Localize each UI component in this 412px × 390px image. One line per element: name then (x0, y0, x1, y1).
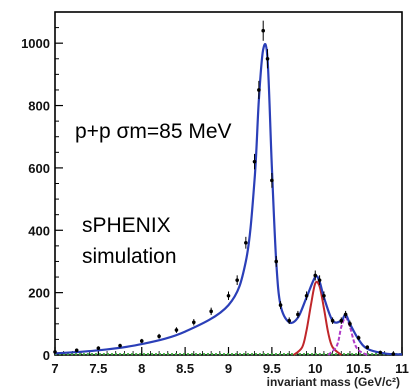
x-tick-label: 8.5 (176, 361, 194, 376)
data-point (265, 56, 270, 61)
data-point (296, 312, 300, 317)
x-axis-label: invariant mass (GeV/c²) (267, 375, 400, 389)
data-point (378, 350, 383, 355)
x-tick-label: 7 (51, 361, 58, 376)
data-point (339, 318, 344, 323)
data-point (391, 352, 396, 356)
data-point (330, 318, 335, 323)
data-point (235, 278, 239, 282)
data-point (322, 293, 326, 298)
x-tick-label: 8 (138, 361, 145, 376)
data-point (343, 312, 348, 317)
series-layer (53, 20, 403, 356)
x-axis: 7 7.5 8 8.5 9 9.5 10 10.5 11 (51, 347, 409, 376)
annotation-experiment: sPHENIX (82, 214, 171, 237)
total-fit-line (54, 43, 403, 356)
data-point (274, 259, 279, 264)
upsilon-2s-fit-line (292, 280, 342, 356)
x-tick-label: 10.5 (346, 361, 371, 376)
y-tick-label: 200 (28, 286, 50, 301)
y-tick-label: 800 (28, 99, 50, 114)
data-point (348, 322, 352, 326)
x-tick-label: 7.5 (89, 361, 107, 376)
y-tick-label: 0 (43, 348, 50, 363)
x-tick-label: 9.5 (263, 361, 281, 376)
data-point (278, 303, 283, 307)
annotation-simulation: simulation (82, 245, 177, 268)
y-axis: 0 200 400 600 800 1000 (21, 27, 63, 363)
data-point (226, 293, 231, 298)
data-point (252, 159, 257, 164)
data-point (192, 320, 196, 325)
annotation-energy-resolution: p+p σm=85 MeV (75, 120, 232, 143)
data-point (356, 336, 361, 340)
data-point (270, 178, 274, 183)
x-tick-label: 10 (308, 361, 322, 376)
data-point (96, 346, 101, 350)
data-point (157, 334, 161, 339)
data-point (304, 293, 309, 298)
data-point (174, 328, 179, 332)
y-tick-label: 1000 (21, 36, 50, 51)
y-tick-label: 400 (28, 223, 50, 238)
data-point (53, 350, 57, 354)
x-tick-label: 9 (225, 361, 232, 376)
data-point (209, 309, 213, 314)
data-point (139, 339, 144, 343)
upsilon-3s-fit-line (327, 316, 368, 356)
data-point (74, 348, 79, 353)
x-tick-label: 11 (395, 361, 409, 376)
data-point (118, 343, 122, 348)
data-point (287, 318, 292, 323)
data-point (365, 345, 370, 350)
data-point (257, 88, 261, 92)
data-point (313, 273, 318, 278)
data-point (317, 278, 322, 282)
data-point (244, 240, 248, 245)
y-tick-label: 600 (28, 161, 50, 176)
data-point (261, 28, 266, 33)
